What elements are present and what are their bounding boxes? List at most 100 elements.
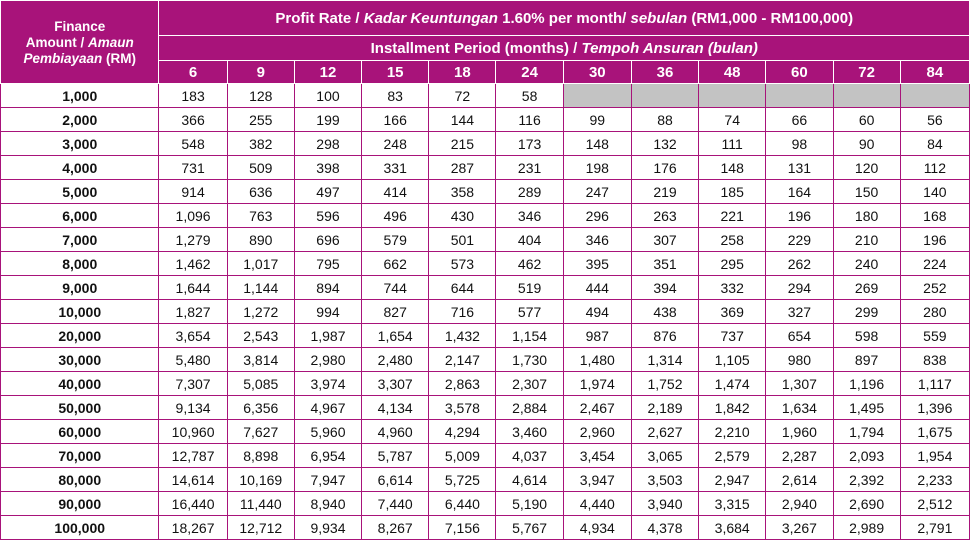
rate-italic1: Kadar Keuntungan — [363, 9, 498, 27]
installment-cell: 737 — [698, 323, 767, 348]
installment-cell: 98 — [765, 131, 834, 156]
finance-amount-cell: 40,000 — [0, 371, 160, 396]
installment-cell: 876 — [630, 323, 700, 348]
installment-cell: 1,987 — [293, 323, 363, 348]
period-header-cell: 84 — [899, 60, 970, 84]
table-row: 3,000 548 382 298 248 215 173 148 132 111 98 90 84 — [0, 131, 970, 156]
installment-cell: 894 — [293, 275, 363, 300]
table-row: 50,000 9,134 6,356 4,967 4,134 3,578 2,884 2,46… — [0, 395, 970, 420]
profit-rate-header: Profit Rate / Kadar Keuntungan 1.60% per… — [158, 0, 970, 36]
installment-cell: 111 — [698, 131, 767, 156]
installment-cell: 1,495 — [832, 395, 901, 420]
installment-cell: 128 — [226, 83, 295, 108]
table-row: 2,000 366 255 199 166 144 116 99 88 74 66 60 56 — [0, 107, 970, 132]
finance-amount-cell: 6,000 — [0, 203, 160, 228]
corner-line3-plain: (RM) — [102, 51, 136, 66]
installment-cell: 897 — [832, 347, 901, 372]
period-header-cell: 18 — [428, 60, 497, 84]
installment-cell: 1,960 — [765, 419, 834, 444]
finance-amount-header: Finance Amount / Amaun Pembiayaan (RM) — [0, 0, 160, 84]
installment-cell: 231 — [495, 155, 564, 180]
table-row: 100,000 18,267 12,712 9,934 8,267 7,156 5,767 4… — [0, 515, 970, 540]
installment-cell: 100 — [293, 83, 363, 108]
installment-cell: 358 — [428, 179, 497, 204]
installment-cell: 99 — [562, 107, 632, 132]
installment-cell: 90 — [832, 131, 901, 156]
installment-cell: 331 — [361, 155, 430, 180]
installment-cell: 263 — [630, 203, 700, 228]
table-row: 7,000 1,279 890 696 579 501 404 346 307 258 229 210… — [0, 227, 970, 252]
installment-cell: 240 — [832, 251, 901, 276]
period-header-cell: 15 — [361, 60, 430, 84]
installment-cell: 229 — [765, 227, 834, 252]
installment-cell: 83 — [361, 83, 430, 108]
installment-cell: 2,940 — [765, 491, 834, 516]
installment-cell: 255 — [226, 107, 295, 132]
installment-cell: 1,307 — [765, 371, 834, 396]
installment-cell: 140 — [899, 179, 970, 204]
installment-cell: 224 — [899, 251, 970, 276]
installment-cell: 1,752 — [630, 371, 700, 396]
installment-cell: 2,863 — [428, 371, 497, 396]
installment-cell: 72 — [428, 83, 497, 108]
period-header-cell: 6 — [158, 60, 228, 84]
installment-cell: 838 — [899, 347, 970, 372]
table-row: 30,000 5,480 3,814 2,980 2,480 2,147 1,730 1,48… — [0, 347, 970, 372]
installment-cell: 295 — [698, 251, 767, 276]
table-row: 5,000 914 636 497 414 358 289 247 219 185 164 150 14… — [0, 179, 970, 204]
installment-cell: 1,279 — [158, 227, 228, 252]
installment-cell: 827 — [361, 299, 430, 324]
installment-cell: 1,654 — [361, 323, 430, 348]
installment-cell: 763 — [226, 203, 295, 228]
installment-cell: 280 — [899, 299, 970, 324]
finance-amount-cell: 7,000 — [0, 227, 160, 252]
installment-cell: 559 — [899, 323, 970, 348]
installment-cell: 7,947 — [293, 467, 363, 492]
installment-cell: 654 — [765, 323, 834, 348]
installment-cell: 2,690 — [832, 491, 901, 516]
installment-cell: 346 — [495, 203, 564, 228]
installment-cell: 58 — [495, 83, 564, 108]
table-row: 6,000 1,096 763 596 496 430 346 296 263 221 196 180… — [0, 203, 970, 228]
installment-cell: 2,543 — [226, 323, 295, 348]
installment-cell: 10,960 — [158, 419, 228, 444]
installment-cell: 307 — [630, 227, 700, 252]
installment-cell: 9,134 — [158, 395, 228, 420]
installment-cell: 980 — [765, 347, 834, 372]
installment-cell: 131 — [765, 155, 834, 180]
unavailable-cell — [698, 83, 767, 108]
installment-cell: 215 — [428, 131, 497, 156]
installment-cell: 252 — [899, 275, 970, 300]
installment-cell: 497 — [293, 179, 363, 204]
installment-cell: 74 — [698, 107, 767, 132]
installment-cell: 3,684 — [698, 515, 767, 540]
installment-cell: 382 — [226, 131, 295, 156]
installment-cell: 494 — [562, 299, 632, 324]
installment-cell: 2,210 — [698, 419, 767, 444]
installment-cell: 987 — [562, 323, 632, 348]
table-row: 4,000 731 509 398 331 287 231 198 176 148 131 120 11… — [0, 155, 970, 180]
installment-cell: 66 — [765, 107, 834, 132]
installment-cell: 2,467 — [562, 395, 632, 420]
installment-cell: 346 — [562, 227, 632, 252]
installment-cell: 4,294 — [428, 419, 497, 444]
installment-cell: 185 — [698, 179, 767, 204]
finance-amount-cell: 10,000 — [0, 299, 160, 324]
table-row: 80,000 14,614 10,169 7,947 6,614 5,725 4,614 3,… — [0, 467, 970, 492]
installment-cell: 716 — [428, 299, 497, 324]
installment-cell: 332 — [698, 275, 767, 300]
installment-cell: 8,898 — [226, 443, 295, 468]
installment-cell: 2,093 — [832, 443, 901, 468]
installment-cell: 5,787 — [361, 443, 430, 468]
installment-cell: 2,980 — [293, 347, 363, 372]
installment-cell: 404 — [495, 227, 564, 252]
installment-cell: 5,480 — [158, 347, 228, 372]
unavailable-cell — [562, 83, 632, 108]
installment-cell: 10,169 — [226, 467, 295, 492]
installment-cell: 210 — [832, 227, 901, 252]
installment-cell: 2,392 — [832, 467, 901, 492]
finance-amount-cell: 60,000 — [0, 419, 160, 444]
period-header-cell: 9 — [226, 60, 295, 84]
table-row: 9,000 1,644 1,144 894 744 644 519 444 394 332 294 2… — [0, 275, 970, 300]
